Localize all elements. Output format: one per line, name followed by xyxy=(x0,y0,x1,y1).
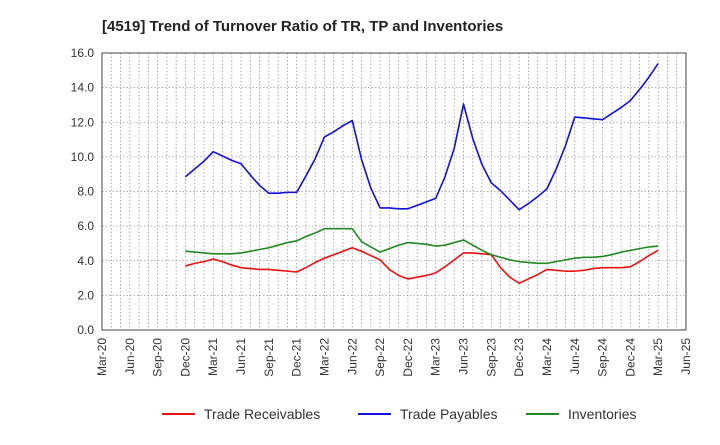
grid-layer xyxy=(101,52,687,331)
y-tick-label: 12.0 xyxy=(71,115,95,129)
chart-title: [4519] Trend of Turnover Ratio of TR, TP… xyxy=(102,18,503,35)
legend-label: Inventories xyxy=(568,406,636,422)
legend: Trade Receivables Trade Payables Inventori… xyxy=(162,406,636,422)
y-tick-label: 6.0 xyxy=(77,219,94,233)
x-tick-label: Sep-23 xyxy=(484,338,498,377)
series-line-1 xyxy=(185,246,659,285)
x-tick-label: Mar-24 xyxy=(540,338,554,376)
series-layer xyxy=(184,62,659,285)
legend-label: Trade Receivables xyxy=(204,406,320,422)
y-tick-label: 4.0 xyxy=(77,254,94,268)
series-line-3 xyxy=(185,227,659,265)
x-tick-label: Mar-20 xyxy=(95,338,109,376)
y-tick-label: 0.0 xyxy=(77,323,94,337)
x-tick-label: Dec-24 xyxy=(623,338,637,377)
x-tick-label: Jun-20 xyxy=(123,338,137,375)
x-tick-label: Sep-20 xyxy=(151,338,165,377)
y-tick-label: 2.0 xyxy=(77,288,94,302)
x-tick-label: Jun-22 xyxy=(345,338,359,375)
y-tick-label: 16.0 xyxy=(71,46,95,60)
x-tick-label: Dec-23 xyxy=(512,338,526,377)
legend-label: Trade Payables xyxy=(400,406,498,422)
y-tick-label: 14.0 xyxy=(71,81,95,95)
x-tick-label: Sep-24 xyxy=(596,338,610,377)
x-tick-label: Mar-22 xyxy=(317,338,331,376)
x-tick-label: Mar-21 xyxy=(206,338,220,376)
x-tick-label: Dec-21 xyxy=(290,338,304,377)
x-tick-label: Mar-23 xyxy=(429,338,443,376)
x-tick-label: Sep-21 xyxy=(262,338,276,377)
axis-layer: 0.0 2.0 4.0 6.0 8.0 10.0 12.0 14.0 16.0 Mar-20 Jun… xyxy=(71,46,693,377)
y-tick-label: 8.0 xyxy=(77,185,94,199)
x-tick-label: Jun-21 xyxy=(234,338,248,375)
y-tick-label: 10.0 xyxy=(71,150,95,164)
x-tick-label: Mar-25 xyxy=(651,338,665,376)
x-tick-label: Jun-23 xyxy=(457,338,471,375)
x-tick-label: Dec-22 xyxy=(401,338,415,377)
x-tick-label: Dec-20 xyxy=(178,338,192,377)
x-tick-label: Jun-25 xyxy=(679,338,693,375)
x-tick-label: Sep-22 xyxy=(373,338,387,377)
series-line-2 xyxy=(184,62,659,211)
plot-frame xyxy=(101,52,687,331)
x-tick-label: Jun-24 xyxy=(568,338,582,375)
